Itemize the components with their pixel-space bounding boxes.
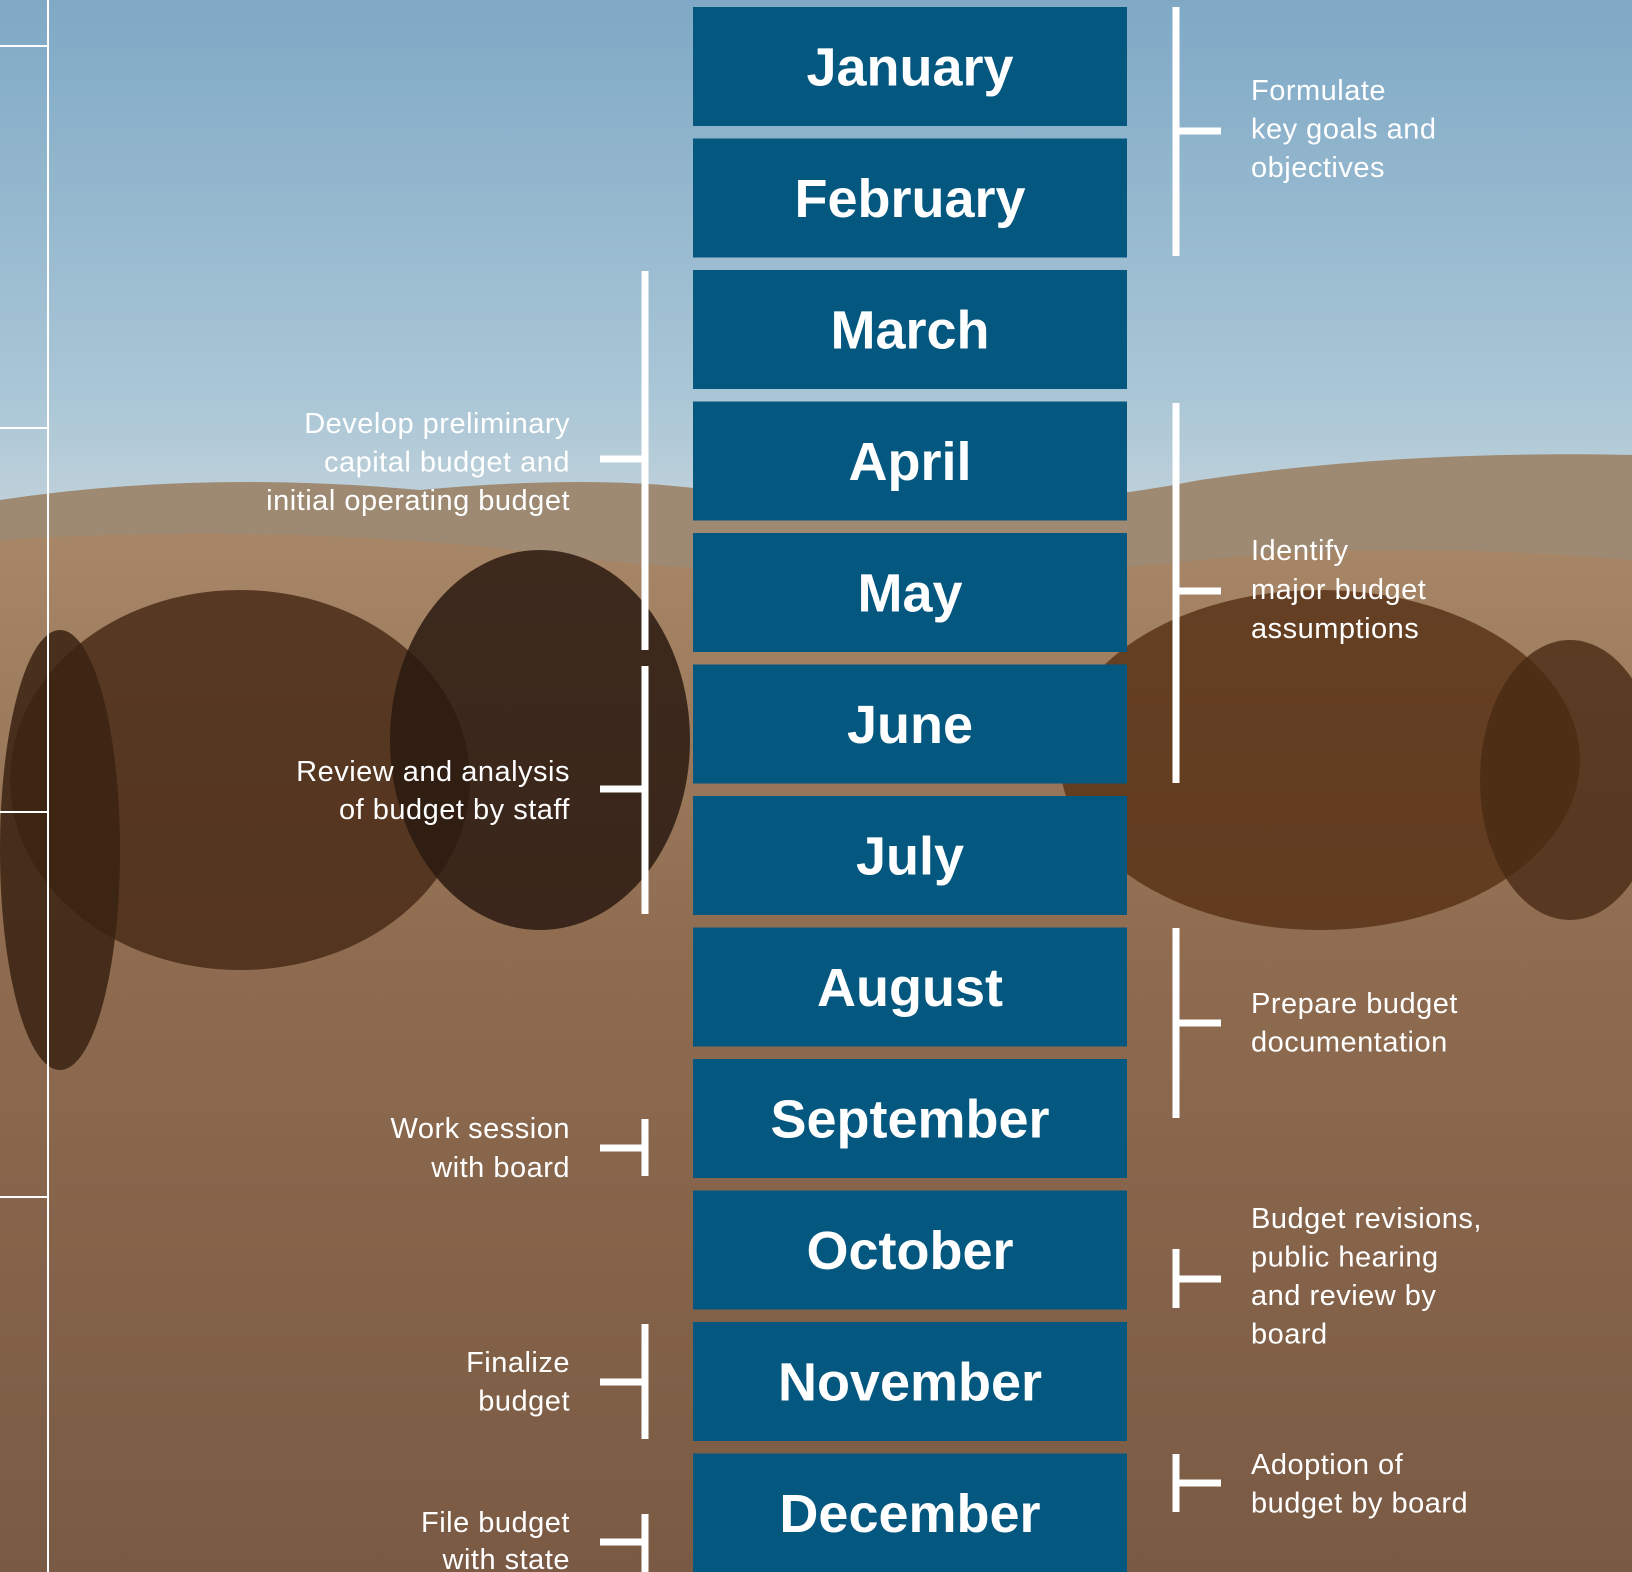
annotation-text: Budget revisions,: [1251, 1203, 1482, 1235]
month-label: March: [830, 301, 989, 361]
annotation-text: Work session: [390, 1113, 570, 1145]
annotation-text: Adoption of: [1251, 1449, 1404, 1481]
month-label: December: [779, 1484, 1040, 1544]
month-label: October: [806, 1221, 1013, 1281]
annotation-text: public hearing: [1251, 1242, 1439, 1274]
annotation-text: and review by: [1251, 1280, 1436, 1312]
timeline-graphic: January February March April May June July Augu…: [0, 0, 1632, 1572]
month-label: April: [848, 432, 971, 492]
annotation-text: objectives: [1251, 152, 1385, 184]
page: January February March April May June July Augu…: [0, 0, 1632, 1572]
annotation-text: with board: [430, 1152, 570, 1184]
annotation-text: assumptions: [1251, 613, 1419, 645]
annotation-text: Finalize: [466, 1347, 570, 1379]
annotation-text: with state: [442, 1544, 571, 1572]
annotation-text: key goals and: [1251, 114, 1436, 146]
month-label: May: [857, 564, 962, 624]
month-label: June: [847, 695, 973, 755]
annotation-text: Develop preliminary: [304, 408, 570, 440]
annotation-text: documentation: [1251, 1027, 1448, 1059]
annotation-text: Formulate: [1251, 75, 1386, 107]
annotation-text: budget by board: [1251, 1488, 1468, 1520]
month-label: September: [770, 1090, 1049, 1150]
annotation-text: Review and analysis: [296, 756, 570, 788]
annotation-text: Prepare budget: [1251, 988, 1458, 1020]
annotation-text: initial operating budget: [266, 485, 570, 517]
annotation-text: major budget: [1251, 574, 1426, 606]
annotation-text: capital budget and: [324, 447, 570, 479]
annotation-text: of budget by staff: [339, 794, 570, 826]
month-label: January: [806, 38, 1013, 98]
month-label: July: [856, 827, 964, 887]
annotation-text: Identify: [1251, 535, 1349, 567]
month-label: August: [817, 958, 1003, 1018]
month-label: February: [794, 169, 1025, 229]
month-label: November: [778, 1353, 1042, 1413]
annotation-text: File budget: [421, 1507, 570, 1539]
annotation-text: budget: [478, 1386, 570, 1418]
annotation-text: board: [1251, 1319, 1328, 1351]
